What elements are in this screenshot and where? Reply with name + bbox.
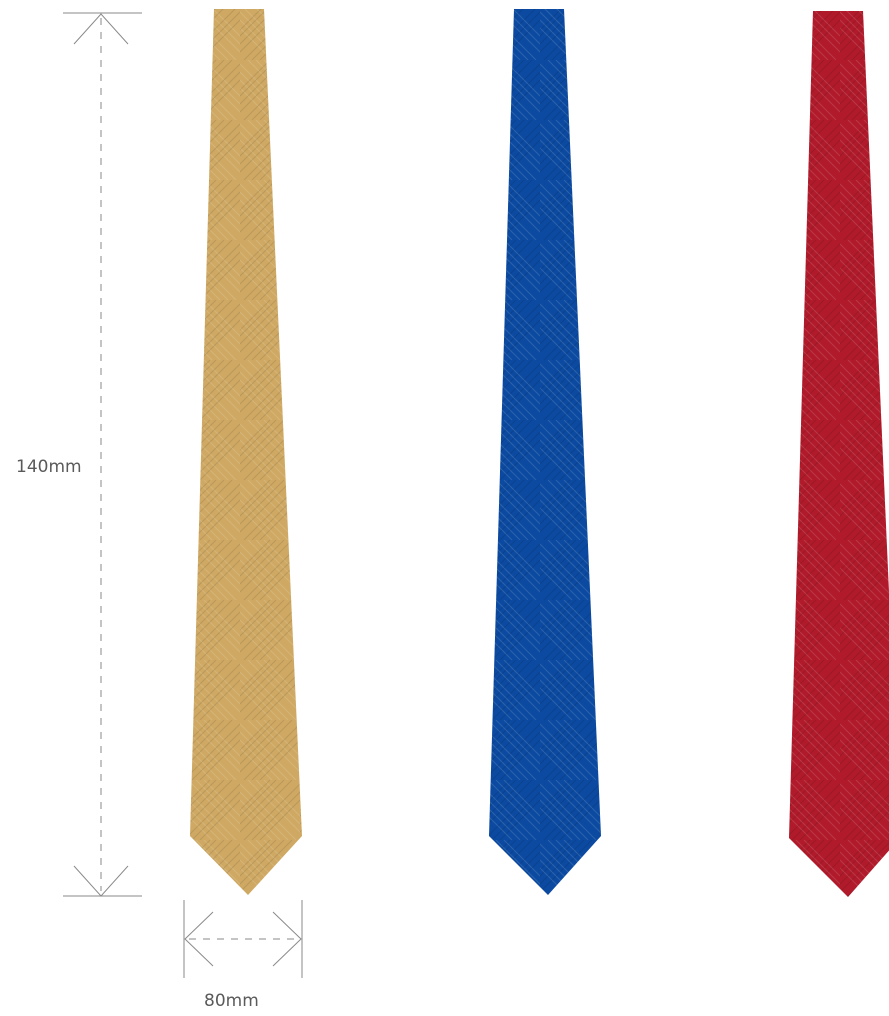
- width-right-arrow-icon: [272, 911, 302, 967]
- height-dimension: 140mm: [16, 12, 142, 897]
- height-label: 140mm: [16, 457, 82, 477]
- width-dimension: 80mm: [183, 900, 303, 1011]
- height-top-arrow-icon: [73, 13, 129, 45]
- blue-tie: [489, 9, 601, 895]
- width-left-arrow-icon: [184, 911, 214, 967]
- red-tie: [789, 11, 889, 897]
- width-label: 80mm: [204, 991, 259, 1011]
- gold-tie: [190, 9, 302, 895]
- height-bottom-arrow-icon: [73, 865, 129, 897]
